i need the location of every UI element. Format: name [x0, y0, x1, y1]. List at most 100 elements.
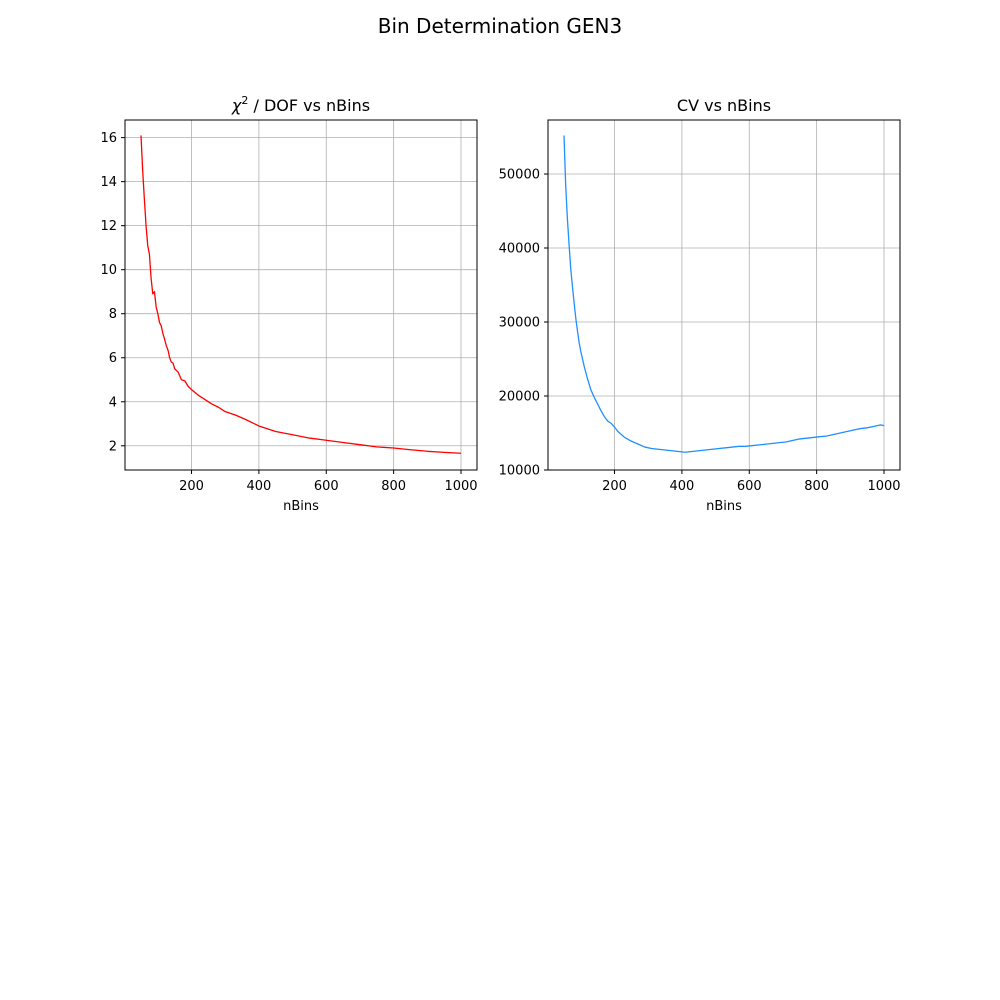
data-point — [806, 438, 807, 439]
data-point — [144, 199, 145, 200]
data-point — [154, 291, 155, 292]
data-point — [580, 351, 581, 352]
data-point — [664, 449, 665, 450]
data-point — [867, 427, 868, 428]
data-point — [853, 429, 854, 430]
data-point — [685, 452, 686, 453]
data-point — [624, 437, 625, 438]
data-point — [166, 345, 167, 346]
data-point — [772, 443, 773, 444]
y-tick-label: 10000 — [499, 464, 540, 479]
data-point — [880, 424, 881, 425]
data-point — [460, 453, 461, 454]
data-point — [644, 446, 645, 447]
cv-chart: 200 400 600 800 1000 10000 20000 30000 40000 5000… — [499, 96, 901, 514]
data-point — [575, 318, 576, 319]
data-point — [159, 322, 160, 323]
chart-title: χ2 / DOF vs nBins — [231, 94, 370, 115]
data-point — [343, 442, 344, 443]
data-point — [658, 449, 659, 450]
data-point — [732, 446, 733, 447]
data-point — [161, 325, 162, 326]
x-axis-label: nBins — [283, 499, 319, 514]
data-point — [752, 445, 753, 446]
figure-title: Bin Determination GEN3 — [377, 14, 623, 38]
data-point — [705, 449, 706, 450]
data-point — [725, 447, 726, 448]
data-point — [140, 135, 141, 136]
data-point — [198, 395, 199, 396]
data-point — [211, 403, 212, 404]
y-tick-label: 12 — [100, 219, 117, 234]
data-point — [410, 449, 411, 450]
x-tick-label: 400 — [669, 479, 694, 494]
y-tick-label: 6 — [109, 351, 117, 366]
data-point — [813, 437, 814, 438]
data-point — [258, 425, 259, 426]
data-point — [162, 333, 163, 334]
x-tick-label: 600 — [737, 479, 762, 494]
data-point — [799, 438, 800, 439]
data-point — [376, 446, 377, 447]
data-point — [169, 357, 170, 358]
data-point — [157, 313, 158, 314]
data-point — [712, 449, 713, 450]
data-point — [607, 421, 608, 422]
data-point — [245, 419, 246, 420]
data-point — [171, 362, 172, 363]
data-point — [587, 378, 588, 379]
data-point — [846, 431, 847, 432]
data-point — [309, 437, 310, 438]
data-point — [698, 450, 699, 451]
data-point — [565, 185, 566, 186]
data-point — [427, 451, 428, 452]
data-point — [444, 452, 445, 453]
x-tick-label: 800 — [804, 479, 829, 494]
y-tick-label: 4 — [109, 395, 117, 410]
data-point — [840, 432, 841, 433]
data-point — [204, 399, 205, 400]
data-point — [151, 278, 152, 279]
data-point — [678, 451, 679, 452]
data-point — [590, 389, 591, 390]
x-tick-label: 1000 — [444, 479, 477, 494]
data-point — [792, 440, 793, 441]
data-point — [873, 426, 874, 427]
data-point — [167, 349, 168, 350]
data-point — [584, 366, 585, 367]
data-point — [577, 330, 578, 331]
data-point — [614, 426, 615, 427]
data-point — [611, 423, 612, 424]
data-point — [600, 410, 601, 411]
data-point — [225, 411, 226, 412]
data-point — [594, 397, 595, 398]
data-point — [393, 447, 394, 448]
data-point — [883, 425, 884, 426]
data-point — [766, 444, 767, 445]
data-point — [597, 404, 598, 405]
data-point — [617, 431, 618, 432]
data-point — [145, 225, 146, 226]
data-point — [156, 307, 157, 308]
data-point — [579, 342, 580, 343]
data-point — [147, 245, 148, 246]
y-tick-label: 2 — [109, 439, 117, 454]
data-point — [181, 379, 182, 380]
data-point — [621, 434, 622, 435]
data-point — [275, 431, 276, 432]
data-point — [786, 441, 787, 442]
data-point — [574, 302, 575, 303]
x-axis-label: nBins — [706, 499, 742, 514]
data-point — [779, 442, 780, 443]
y-tick-label: 14 — [100, 175, 117, 190]
chi2-dof-chart: 200 400 600 800 1000 2 4 6 8 10 12 14 16 nBins χ2 / DO… — [100, 94, 477, 514]
data-point — [292, 434, 293, 435]
data-point — [604, 416, 605, 417]
data-point — [651, 448, 652, 449]
data-point — [671, 450, 672, 451]
series-line — [563, 135, 885, 453]
data-point — [759, 444, 760, 445]
data-point — [745, 446, 746, 447]
x-tick-label: 800 — [381, 479, 406, 494]
